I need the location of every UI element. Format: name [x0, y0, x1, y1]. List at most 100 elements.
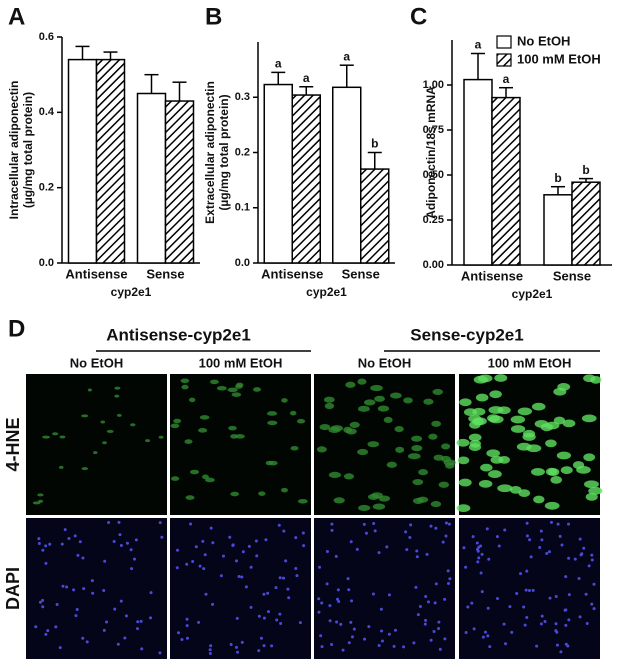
nucleus: [91, 591, 95, 595]
bar: [571, 181, 601, 266]
cell: [267, 420, 278, 426]
cell: [509, 485, 522, 494]
y-axis-label-line: Intracellular adiponectin: [7, 81, 21, 220]
nucleus: [415, 555, 419, 559]
cell: [87, 388, 92, 392]
y-axis-label-line: Adiponectin/18s mRNA: [424, 86, 438, 219]
cell: [230, 434, 238, 439]
nucleus: [495, 535, 499, 539]
nucleus: [320, 645, 324, 649]
nucleus: [525, 534, 529, 538]
nucleus: [587, 564, 591, 568]
cell: [459, 398, 472, 407]
cell: [37, 493, 44, 497]
nucleus: [176, 631, 180, 635]
nucleus: [78, 540, 82, 544]
cell: [297, 498, 308, 504]
cell: [395, 446, 405, 453]
nucleus: [262, 644, 266, 648]
nucleus: [41, 598, 45, 602]
bar: [164, 100, 195, 264]
cell: [386, 461, 397, 468]
nucleus: [443, 637, 447, 641]
cell: [583, 374, 596, 383]
nucleus: [432, 630, 436, 634]
nucleus: [44, 632, 48, 636]
cell: [252, 387, 261, 392]
nucleus: [424, 618, 428, 622]
cell: [102, 441, 107, 445]
nucleus: [560, 543, 564, 547]
micrograph: [26, 374, 167, 515]
nucleus: [287, 596, 291, 600]
nucleus: [259, 636, 263, 640]
cell: [42, 435, 50, 439]
nucleus: [262, 592, 266, 596]
significance-letter: a: [503, 72, 510, 86]
nucleus: [479, 571, 483, 575]
nucleus: [85, 640, 89, 644]
nucleus: [34, 625, 38, 629]
nucleus: [185, 624, 189, 628]
bar: [543, 194, 573, 266]
nucleus: [367, 625, 371, 629]
nucleus: [208, 651, 212, 655]
cell: [114, 394, 120, 398]
nucleus: [448, 577, 452, 581]
nucleus: [180, 638, 184, 642]
nucleus: [582, 546, 586, 550]
nucleus: [424, 595, 428, 599]
cell: [560, 466, 573, 475]
nucleus: [175, 566, 179, 570]
nucleus: [540, 614, 544, 618]
nucleus: [249, 565, 253, 569]
nucleus: [286, 587, 290, 591]
nucleus: [317, 610, 321, 614]
cell: [411, 445, 423, 452]
cell: [357, 448, 369, 456]
nucleus: [211, 541, 215, 545]
column-label: 100 mM EtOH: [488, 355, 572, 370]
x-axis-label: cyp2e1: [111, 285, 152, 299]
cell: [173, 418, 182, 424]
cell: [289, 410, 297, 416]
nucleus: [481, 635, 485, 639]
nucleus: [429, 638, 433, 642]
nucleus: [185, 562, 189, 566]
nucleus: [362, 522, 366, 526]
nucleus: [540, 538, 544, 542]
cell: [328, 471, 342, 478]
panel-label: D: [8, 315, 25, 342]
cell: [486, 449, 500, 458]
nucleus: [564, 623, 568, 627]
significance-letter: a: [275, 57, 282, 71]
nucleus: [476, 549, 480, 553]
nucleus: [107, 520, 111, 524]
cell: [556, 451, 572, 460]
cell: [258, 491, 266, 496]
nucleus: [337, 600, 341, 604]
nucleus: [426, 600, 430, 604]
nucleus: [295, 574, 299, 578]
cell: [181, 384, 189, 390]
row-label: DAPI: [3, 567, 23, 610]
cell: [58, 465, 64, 469]
cell: [441, 443, 451, 450]
nucleus: [387, 632, 391, 636]
y-tick-label: 0.25: [423, 214, 444, 226]
cell: [550, 475, 562, 484]
nucleus: [480, 590, 484, 594]
nucleus: [334, 554, 338, 558]
nucleus: [425, 552, 429, 556]
x-tick-label: Antisense: [461, 268, 523, 283]
y-tick-label: 1.00: [423, 79, 444, 91]
nucleus: [447, 522, 451, 526]
y-axis-label-line: (µg/mg total protein): [217, 94, 231, 210]
nucleus: [477, 556, 481, 560]
cell: [440, 455, 451, 463]
cell: [431, 420, 442, 427]
cell: [130, 423, 136, 427]
nucleus: [320, 601, 324, 605]
nucleus: [240, 640, 244, 644]
y-tick-label: 0.0: [235, 257, 250, 269]
